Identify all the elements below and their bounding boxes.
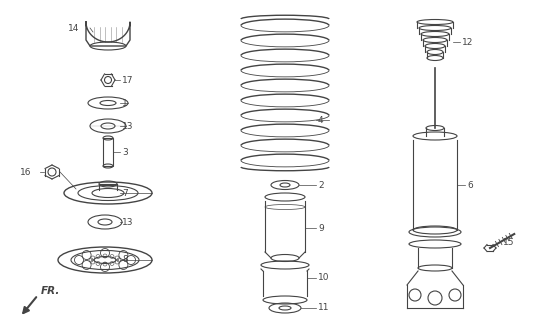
Text: 8: 8 [122, 255, 128, 265]
Text: 12: 12 [462, 37, 473, 46]
Text: 15: 15 [503, 237, 515, 246]
Text: FR.: FR. [41, 286, 60, 296]
Text: 13: 13 [122, 122, 134, 131]
Text: 3: 3 [122, 148, 128, 156]
Text: 10: 10 [318, 274, 330, 283]
Text: 6: 6 [467, 180, 473, 189]
Text: 9: 9 [318, 223, 324, 233]
Text: 11: 11 [318, 303, 330, 313]
Text: 1: 1 [122, 99, 128, 108]
Text: 7: 7 [122, 188, 128, 197]
Text: 17: 17 [122, 76, 134, 84]
Text: 13: 13 [122, 218, 134, 227]
Bar [103, 138, 113, 166]
Text: 16: 16 [20, 167, 32, 177]
Text: 4: 4 [318, 116, 324, 124]
Text: 14: 14 [68, 23, 79, 33]
Text: 2: 2 [318, 180, 324, 189]
